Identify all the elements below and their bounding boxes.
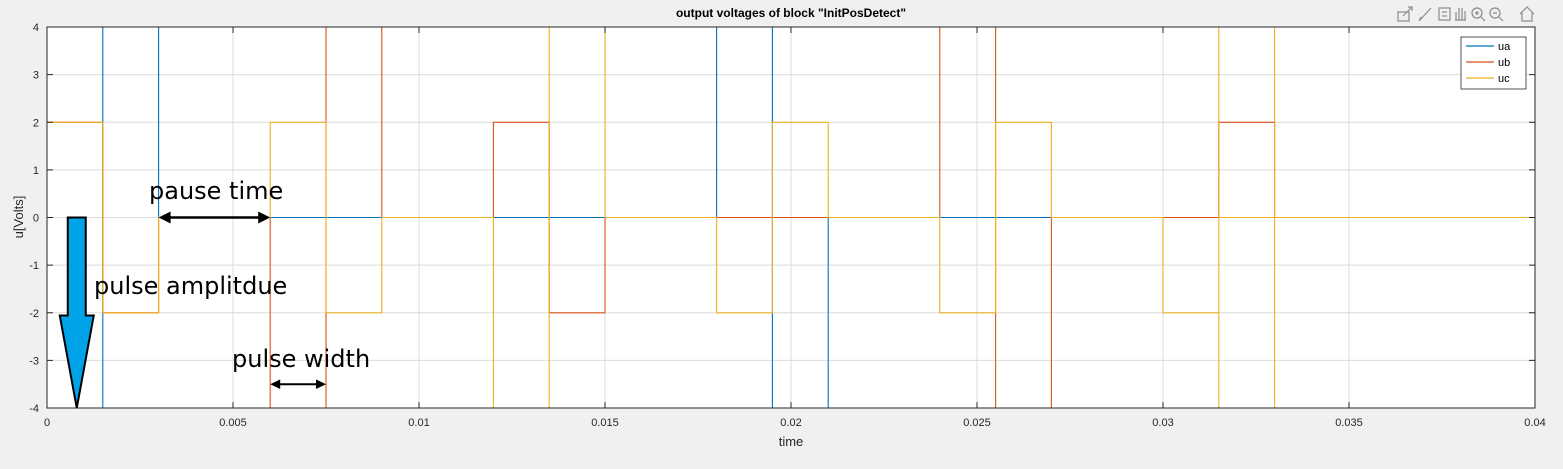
- annotation-pulse-amplitude: pulse amplitdue: [58, 216, 287, 409]
- legend-label-ub: ub: [1498, 57, 1510, 69]
- x-tick-label: 0.03: [1152, 417, 1173, 429]
- legend-label-uc: uc: [1498, 73, 1510, 85]
- x-tick-label: 0: [44, 417, 50, 429]
- zoom-out-icon[interactable]: [1489, 7, 1504, 22]
- annotation-pulse-width: pulse width: [232, 345, 370, 389]
- axes-toolbar: [1397, 6, 1535, 22]
- annotation-label: pause time: [149, 177, 283, 205]
- annotation-label: pulse amplitdue: [94, 272, 287, 300]
- pan-icon[interactable]: [1455, 8, 1466, 21]
- y-tick-label: 3: [33, 70, 39, 82]
- y-tick-label: -1: [29, 260, 39, 272]
- y-tick-label: 1: [33, 165, 39, 177]
- brush-icon[interactable]: [1418, 7, 1432, 22]
- export-icon[interactable]: [1397, 6, 1413, 22]
- x-tick-label: 0.01: [408, 417, 429, 429]
- axis-ticks: 0 0.005 0.01 0.015 0.02 0.025 0.03 0.035 0.04 -4 -…: [29, 22, 1545, 429]
- legend-label-ua: ua: [1498, 41, 1511, 53]
- chart-title: output voltages of block "InitPosDetect": [676, 6, 906, 20]
- y-axis-label: u[Volts]: [11, 196, 26, 239]
- down-arrow-icon: [58, 216, 95, 409]
- x-tick-label: 0.02: [780, 417, 801, 429]
- y-tick-label: 2: [33, 117, 39, 129]
- double-arrow-icon: [158, 211, 271, 224]
- data-tips-icon[interactable]: [1438, 7, 1451, 21]
- x-tick-label: 0.04: [1524, 417, 1545, 429]
- zoom-in-icon[interactable]: [1471, 7, 1486, 22]
- home-icon[interactable]: [1519, 6, 1535, 22]
- series-line-ua[interactable]: [47, 26, 1535, 409]
- y-tick-label: 4: [33, 22, 39, 34]
- annotation-pause-time: pause time: [149, 177, 283, 224]
- x-tick-label: 0.005: [219, 417, 247, 429]
- x-axis-label: time: [779, 434, 804, 449]
- annotation-label: pulse width: [232, 345, 370, 373]
- x-tick-label: 0.035: [1335, 417, 1363, 429]
- y-tick-label: -4: [29, 403, 39, 415]
- x-tick-label: 0.025: [963, 417, 991, 429]
- y-tick-label: -2: [29, 308, 39, 320]
- y-tick-label: 0: [33, 213, 39, 225]
- y-tick-label: -3: [29, 355, 39, 367]
- series-line-uc[interactable]: [47, 26, 1535, 409]
- legend[interactable]: ua ub uc: [1460, 36, 1527, 90]
- x-tick-label: 0.015: [591, 417, 619, 429]
